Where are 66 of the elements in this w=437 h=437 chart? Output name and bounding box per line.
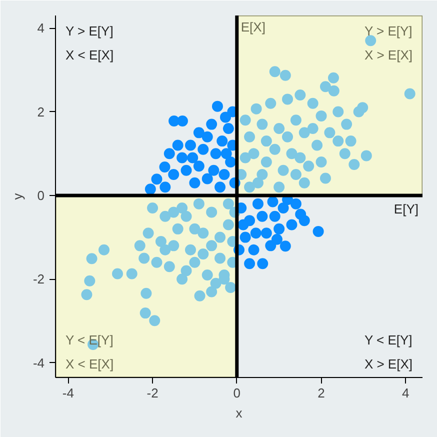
- annotation: Y < E[Y] X > E[X]: [364, 332, 413, 372]
- point: [160, 182, 171, 193]
- point: [216, 136, 228, 147]
- point: [168, 169, 180, 180]
- point: [206, 118, 218, 130]
- point: [218, 169, 230, 180]
- y-tick-label: -4: [32, 355, 45, 370]
- point: [248, 244, 260, 256]
- point: [220, 148, 232, 160]
- point: [214, 182, 226, 193]
- point: [274, 223, 285, 234]
- point: [193, 127, 204, 138]
- annotation: Y > E[Y] X > E[X]: [364, 24, 413, 62]
- point: [298, 215, 310, 226]
- ref-line-label: E[Y]: [394, 201, 419, 216]
- y-axis-title: y: [10, 192, 25, 200]
- x-axis-title: x: [236, 406, 243, 420]
- x-tick-label: 4: [402, 386, 410, 400]
- point: [267, 196, 278, 208]
- ref-line-label: E[X]: [240, 20, 266, 34]
- point: [210, 148, 222, 160]
- point: [280, 240, 291, 252]
- point: [290, 198, 302, 210]
- point: [252, 198, 264, 210]
- point: [240, 232, 251, 243]
- point: [151, 174, 162, 185]
- point: [208, 164, 220, 176]
- point: [257, 258, 268, 270]
- point: [212, 100, 223, 112]
- point: [238, 219, 249, 230]
- x-tick-label: 0: [233, 386, 241, 400]
- point: [278, 202, 289, 214]
- x-tick-label: -4: [62, 386, 74, 400]
- x-tick-label: -2: [146, 386, 158, 400]
- point: [286, 219, 298, 230]
- point: [144, 184, 156, 195]
- point: [176, 152, 188, 164]
- y-tick-label: 0: [37, 188, 45, 203]
- point: [269, 210, 280, 222]
- point: [222, 123, 234, 134]
- x-tick-label: 2: [318, 386, 325, 400]
- annotation: Y < E[Y] X < E[X]: [66, 332, 114, 372]
- point: [202, 131, 213, 142]
- point: [172, 140, 184, 151]
- point: [220, 112, 231, 123]
- point: [202, 173, 213, 184]
- point: [189, 177, 200, 188]
- y-tick-label: 4: [37, 20, 45, 36]
- y-tick-label: -2: [32, 272, 45, 287]
- point: [176, 115, 188, 126]
- point: [250, 228, 262, 239]
- point: [244, 258, 256, 270]
- point: [271, 234, 282, 245]
- point: [198, 144, 209, 155]
- point: [187, 152, 198, 164]
- point: [193, 160, 204, 172]
- point: [260, 228, 272, 239]
- point: [312, 226, 324, 237]
- annotation: Y > E[Y] X < E[X]: [66, 24, 114, 62]
- point: [184, 140, 196, 151]
- point: [159, 162, 170, 172]
- point: [256, 210, 268, 222]
- point: [180, 164, 192, 176]
- y-tick-label: 2: [37, 104, 45, 120]
- point: [265, 240, 276, 252]
- point: [164, 148, 175, 160]
